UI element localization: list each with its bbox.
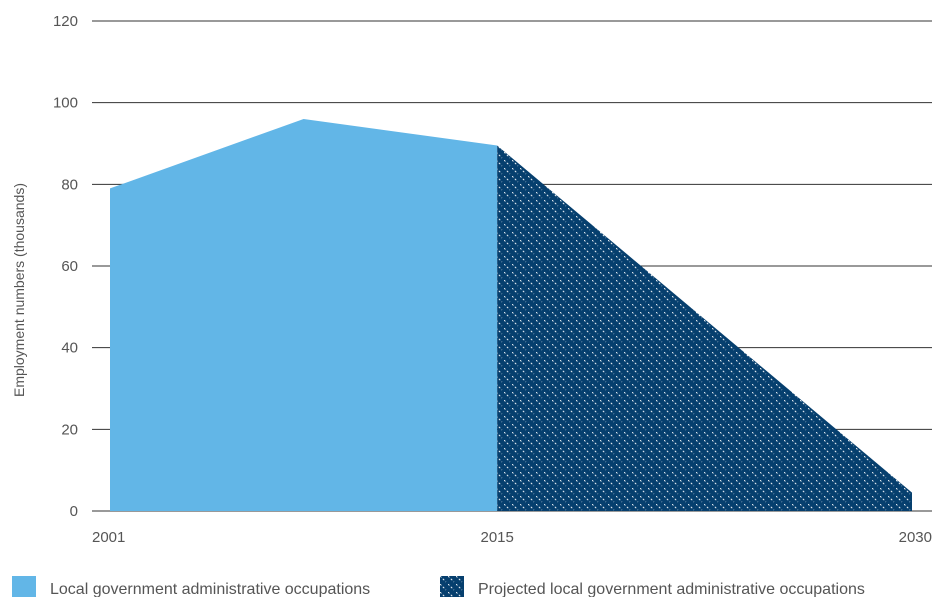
y-axis-title: Employment numbers (thousands) [11, 183, 27, 397]
legend: Local government administrative occupati… [12, 576, 865, 598]
y-tick-label: 120 [53, 13, 78, 30]
y-tick-label: 20 [61, 421, 78, 438]
y-tick-label: 100 [53, 95, 78, 112]
legend-label: Local government administrative occupati… [50, 581, 370, 597]
x-tick-label: 2015 [480, 529, 513, 546]
x-tick-label: 2001 [92, 529, 125, 546]
legend-label: Projected local government administrativ… [478, 581, 865, 597]
y-tick-label: 60 [61, 258, 78, 275]
y-tick-label: 0 [70, 503, 78, 520]
x-axis-ticks: 2001 2015 2030 [92, 529, 932, 546]
x-tick-label: 2030 [899, 529, 932, 546]
legend-swatch [440, 576, 464, 597]
legend-swatch [12, 576, 36, 597]
historical-area [110, 119, 498, 511]
y-tick-label: 40 [61, 340, 78, 357]
projected-area [497, 145, 912, 511]
y-tick-label: 80 [61, 176, 78, 193]
y-axis-ticks: 0 20 40 60 80 100 120 [53, 13, 78, 520]
data-areas [110, 119, 912, 511]
